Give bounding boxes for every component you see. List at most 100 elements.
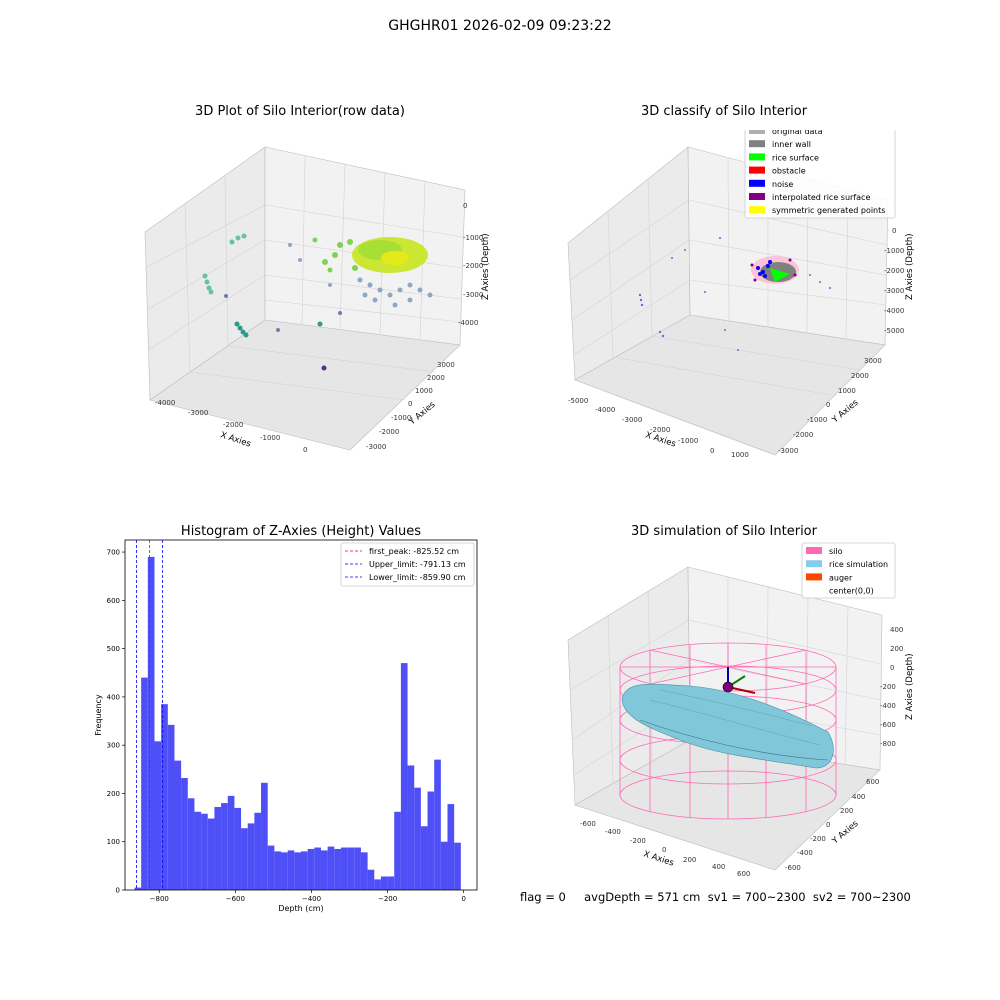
histogram-bar xyxy=(161,704,168,890)
classify-legend-swatch xyxy=(749,179,765,187)
simulation-x-tick: 600 xyxy=(737,870,750,878)
simulation-y-tick: 400 xyxy=(852,793,865,801)
raw-floor-pane xyxy=(149,319,461,451)
simulation-x-tick: -600 xyxy=(580,820,596,828)
classify-legend-label: obstacle xyxy=(772,167,806,176)
histogram-y-tick-label: 600 xyxy=(107,597,120,605)
histogram-bar xyxy=(347,847,355,890)
histogram-bar xyxy=(207,818,215,890)
simulation-floor-pane xyxy=(574,739,881,871)
raw-point-cloud xyxy=(202,233,433,371)
raw-z-tick: 0 xyxy=(463,202,467,210)
classify-grid-lines xyxy=(569,157,888,396)
histogram-title: Histogram of Z-Axies (Height) Values xyxy=(180,524,422,539)
raw-3d-plot: 0 -1000 -2000 -3000 -4000 -4000 -3000 -2… xyxy=(144,146,491,454)
classify-legend-label: rice surface xyxy=(772,153,819,162)
classify-legend-swatch xyxy=(749,193,765,200)
histogram-y-tick-label: 300 xyxy=(107,742,120,750)
histogram-bar xyxy=(407,765,415,890)
histogram-bar xyxy=(234,807,242,890)
histogram-y-tick-label: 100 xyxy=(107,838,120,846)
histogram-bar xyxy=(261,782,268,890)
raw-y-tick: -3000 xyxy=(366,443,386,451)
histogram-bar xyxy=(194,811,202,890)
histogram-x-tick-label: −800 xyxy=(150,895,169,903)
simulation-legend-label: center(0,0) xyxy=(829,587,874,596)
classify-x-tick: 0 xyxy=(710,447,714,455)
simulation-y-tick: 600 xyxy=(866,778,879,786)
classify-legend-swatch xyxy=(749,130,765,134)
simulation-legend: silo rice simulation auger center(0,0) xyxy=(801,542,896,599)
histogram-bar xyxy=(447,804,455,890)
histogram-bar xyxy=(454,842,461,890)
histogram-bar xyxy=(440,841,448,890)
simulation-plot-title: 3D simulation of Silo Interior xyxy=(631,524,817,539)
histogram-bar xyxy=(254,812,262,890)
raw-x-tick: -4000 xyxy=(155,399,175,407)
histogram-bar xyxy=(181,778,188,890)
histogram-y-ticks: 0 100 200 300 400 500 600 700 xyxy=(107,549,125,895)
histogram-reference-lines xyxy=(136,540,164,890)
raw-y-tick: 1000 xyxy=(415,387,433,395)
classify-y-tick: -2000 xyxy=(793,431,813,439)
histogram-legend-label: Upper_limit: -791.13 cm xyxy=(369,560,466,569)
histogram-bar xyxy=(314,847,321,890)
histogram-y-label: Frequency xyxy=(94,694,103,736)
raw-x-tick: 0 xyxy=(303,446,307,454)
simulation-y-tick: 0 xyxy=(826,821,830,829)
simulation-z-tick: -600 xyxy=(880,721,896,729)
histogram-bar xyxy=(134,887,142,890)
histogram-bar xyxy=(400,663,408,890)
histogram-y-tick-label: 700 xyxy=(107,549,120,557)
simulation-legend-label: silo xyxy=(829,547,843,556)
raw-z-tick: -3000 xyxy=(463,291,483,299)
simulation-legend-label: auger xyxy=(829,573,853,582)
histogram-x-tick-label: −200 xyxy=(378,895,397,903)
classify-x-tick: 1000 xyxy=(731,451,749,459)
classify-z-tick: -2000 xyxy=(884,267,904,275)
histogram-bar xyxy=(174,760,182,890)
histogram-bar xyxy=(360,852,368,890)
histogram-y-tick-label: 500 xyxy=(107,645,120,653)
histogram-x-tick-label: −600 xyxy=(226,895,245,903)
silo-wireframe xyxy=(619,642,837,820)
simulation-z-tick: -200 xyxy=(880,683,896,691)
classify-plot-title: 3D classify of Silo Interior xyxy=(640,104,808,119)
simulation-legend-swatch xyxy=(806,547,822,554)
classify-y-label: Y Axies xyxy=(830,397,861,425)
status-footer: flag = 0 avgDepth = 571 cm sv1 = 700~230… xyxy=(520,890,911,904)
classify-legend-label: noise xyxy=(772,180,793,189)
classify-legend-swatch xyxy=(749,166,765,174)
histogram-plot: −800 −600 −400 −200 0 0 100 200 300 400 500 600 700… xyxy=(94,539,478,913)
histogram-y-tick-label: 0 xyxy=(116,887,120,895)
classify-y-tick: 1000 xyxy=(838,387,856,395)
histogram-bar xyxy=(334,848,341,890)
histogram-bar xyxy=(221,803,228,890)
raw-y-tick: 0 xyxy=(408,400,412,408)
histogram-bar xyxy=(201,813,208,890)
classify-z-tick: -1000 xyxy=(884,247,904,255)
classify-x-tick: -2000 xyxy=(650,426,670,434)
classify-legend: original data inner wall rice surface obsta… xyxy=(744,130,896,219)
raw-x-tick: -3000 xyxy=(188,409,208,417)
raw-x-tick: -1000 xyxy=(260,434,280,442)
raw-x-label: X Axies xyxy=(219,430,252,449)
raw-y-tick: 2000 xyxy=(427,374,445,382)
classify-x-tick: -3000 xyxy=(622,416,642,424)
classify-legend-swatch xyxy=(749,153,765,161)
histogram-bar xyxy=(380,876,388,890)
simulation-y-tick: -400 xyxy=(797,849,813,857)
histogram-bar xyxy=(287,850,295,890)
histogram-y-tick-label: 400 xyxy=(107,693,120,701)
histogram-bar xyxy=(141,677,148,890)
auger-axes xyxy=(722,667,756,694)
simulation-legend-swatch xyxy=(806,586,822,594)
histogram-bar xyxy=(187,798,195,890)
classify-y-tick: 3000 xyxy=(864,357,882,365)
histogram-bar xyxy=(274,851,282,890)
histogram-bars xyxy=(134,556,461,890)
histogram-bar xyxy=(281,852,288,890)
simulation-x-tick: 200 xyxy=(683,856,696,864)
simulation-x-label: X Axies xyxy=(642,849,675,868)
histogram-bar xyxy=(147,556,155,890)
